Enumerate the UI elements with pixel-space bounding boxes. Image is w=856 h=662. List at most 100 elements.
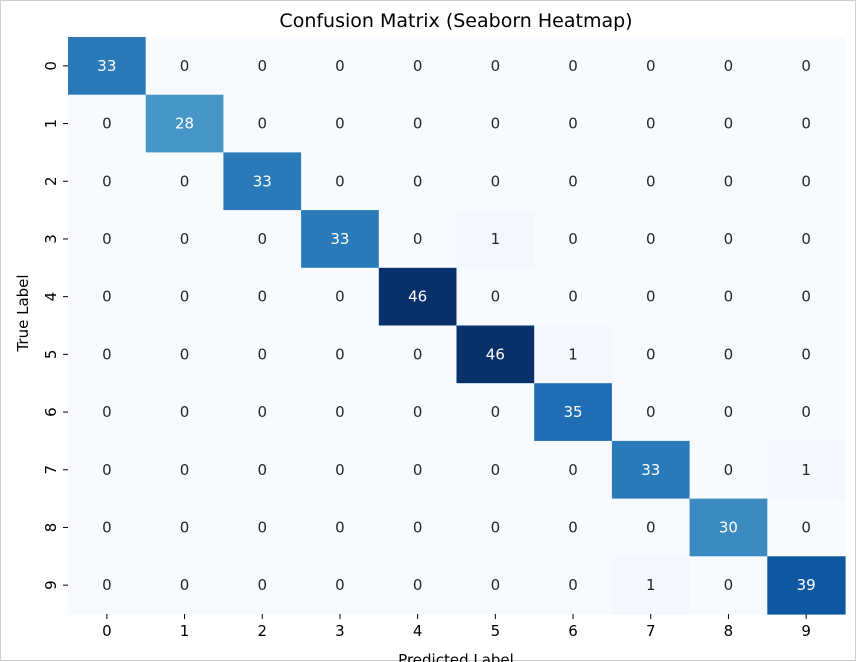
heatmap-cell-4-9 (767, 267, 846, 327)
y-tick-label: 1 (42, 119, 60, 129)
heatmap-cell-1-8 (689, 94, 768, 153)
cell-value-label: 0 (646, 230, 656, 248)
heatmap-cell-1-0 (68, 94, 147, 153)
heatmap-cell-5-3 (301, 325, 380, 384)
heatmap-cell-6-0 (68, 383, 147, 442)
heatmap-cell-9-4 (378, 556, 458, 615)
heatmap-cell-6-9 (767, 383, 846, 442)
heatmap-cell-8-2 (223, 498, 302, 557)
heatmap-cell-8-4 (378, 498, 458, 557)
heatmap-cell-4-4 (378, 267, 458, 327)
heatmap-cell-5-1 (145, 325, 224, 384)
cell-value-label: 0 (491, 172, 501, 190)
heatmap-cell-3-3 (301, 210, 380, 269)
cell-value-label: 0 (568, 518, 578, 536)
x-tick-label: 4 (413, 622, 423, 640)
cell-value-label: 0 (491, 288, 501, 306)
heatmap-cell-6-3 (301, 383, 380, 442)
cell-value-label: 0 (491, 403, 501, 421)
y-tick-label: 4 (42, 292, 60, 302)
y-axis-ticks: 0 1 2 3 4 5 6 7 8 9 (42, 61, 68, 590)
cell-value-label: 0 (180, 230, 190, 248)
heatmap-cell-3-7 (611, 210, 691, 269)
cell-value-label: 0 (413, 403, 423, 421)
heatmap-cell-8-6 (534, 498, 613, 557)
heatmap-cell-0-0 (68, 37, 147, 96)
cell-value-label: 0 (413, 576, 423, 594)
heatmap-cell-1-4 (378, 94, 458, 153)
y-tick-label: 6 (42, 407, 60, 417)
heatmap-cells: 33 0 0 0 0 0 0 0 0 0 0 28 0 0 0 0 0 0 0 0 0 0 33 0 0 0 0 0 0 0 0 0 0 33 0 1… (68, 37, 846, 615)
x-tick-label: 1 (180, 622, 190, 640)
cell-value-label: 1 (646, 576, 656, 594)
cell-value-label: 1 (801, 461, 811, 479)
heatmap-cell-1-5 (456, 94, 535, 153)
x-axis-ticks: 0 1 2 3 4 5 6 7 8 9 (102, 614, 811, 640)
cell-value-label: 0 (724, 345, 734, 363)
cell-value-label: 0 (180, 288, 190, 306)
heatmap-cell-0-9 (767, 37, 846, 96)
cell-value-label: 0 (724, 172, 734, 190)
heatmap-cell-8-0 (68, 498, 147, 557)
cell-value-label: 0 (413, 461, 423, 479)
heatmap-cell-7-2 (223, 440, 302, 500)
cell-value-label: 0 (413, 57, 423, 75)
heatmap-cell-8-1 (145, 498, 224, 557)
cell-value-label: 0 (724, 288, 734, 306)
heatmap-cell-2-1 (145, 152, 224, 211)
cell-value-label: 0 (413, 172, 423, 190)
heatmap-cell-1-3 (301, 94, 380, 153)
heatmap-cell-7-0 (68, 440, 147, 500)
heatmap-cell-0-3 (301, 37, 380, 96)
x-tick-label: 2 (257, 622, 267, 640)
heatmap-cell-3-1 (145, 210, 224, 269)
cell-value-label: 0 (801, 230, 811, 248)
cell-value-label: 0 (568, 288, 578, 306)
cell-value-label: 0 (724, 115, 734, 133)
cell-value-label: 0 (413, 345, 423, 363)
cell-value-label: 0 (568, 461, 578, 479)
heatmap-cell-0-1 (145, 37, 224, 96)
cell-value-label: 0 (646, 518, 656, 536)
heatmap-cell-1-9 (767, 94, 846, 153)
heatmap-cell-5-4 (378, 325, 458, 384)
heatmap-cell-0-6 (534, 37, 613, 96)
heatmap-cell-6-4 (378, 383, 458, 442)
heatmap-cell-3-0 (68, 210, 147, 269)
cell-value-label: 0 (646, 288, 656, 306)
heatmap-cell-8-8 (689, 498, 768, 557)
cell-value-label: 0 (568, 576, 578, 594)
heatmap-cell-3-6 (534, 210, 613, 269)
cell-value-label: 0 (102, 461, 112, 479)
cell-value-label: 0 (257, 115, 267, 133)
heatmap-cell-2-7 (611, 152, 691, 211)
cell-value-label: 0 (724, 230, 734, 248)
cell-value-label: 0 (180, 403, 190, 421)
cell-value-label: 0 (102, 576, 112, 594)
cell-value-label: 0 (646, 115, 656, 133)
cell-value-label: 0 (335, 345, 345, 363)
heatmap-cell-0-8 (689, 37, 768, 96)
cell-value-label: 0 (568, 172, 578, 190)
y-tick-label: 7 (42, 465, 60, 475)
cell-value-label: 46 (486, 345, 505, 363)
heatmap-cell-8-3 (301, 498, 380, 557)
cell-value-label: 0 (102, 115, 112, 133)
heatmap-cell-7-5 (456, 440, 535, 500)
heatmap-cell-2-9 (767, 152, 846, 211)
cell-value-label: 0 (335, 172, 345, 190)
cell-value-label: 1 (568, 345, 578, 363)
x-axis-label: Predicted Label (398, 651, 514, 662)
cell-value-label: 0 (335, 288, 345, 306)
heatmap-cell-4-7 (611, 267, 691, 327)
heatmap-cell-8-9 (767, 498, 846, 557)
x-tick-label: 9 (801, 622, 811, 640)
heatmap-cell-9-8 (689, 556, 768, 615)
cell-value-label: 39 (797, 576, 816, 594)
cell-value-label: 0 (102, 345, 112, 363)
cell-value-label: 33 (253, 172, 272, 190)
heatmap-cell-3-8 (689, 210, 768, 269)
chart-title: Confusion Matrix (Seaborn Heatmap) (279, 10, 632, 32)
y-tick-label: 9 (42, 580, 60, 590)
heatmap-cell-4-8 (689, 267, 768, 327)
